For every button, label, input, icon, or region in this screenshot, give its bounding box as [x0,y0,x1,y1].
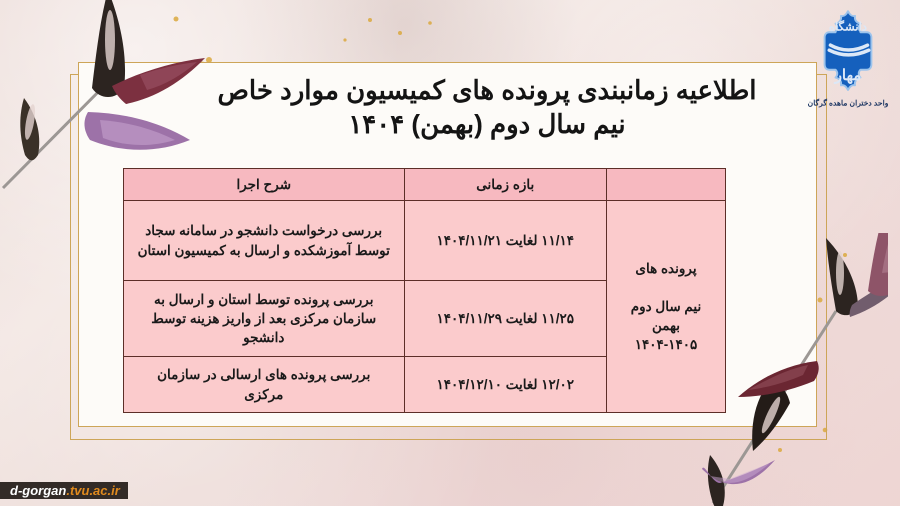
svg-text:دانشگاه: دانشگاه [829,19,867,34]
svg-text:مهار: مهار [834,68,861,84]
